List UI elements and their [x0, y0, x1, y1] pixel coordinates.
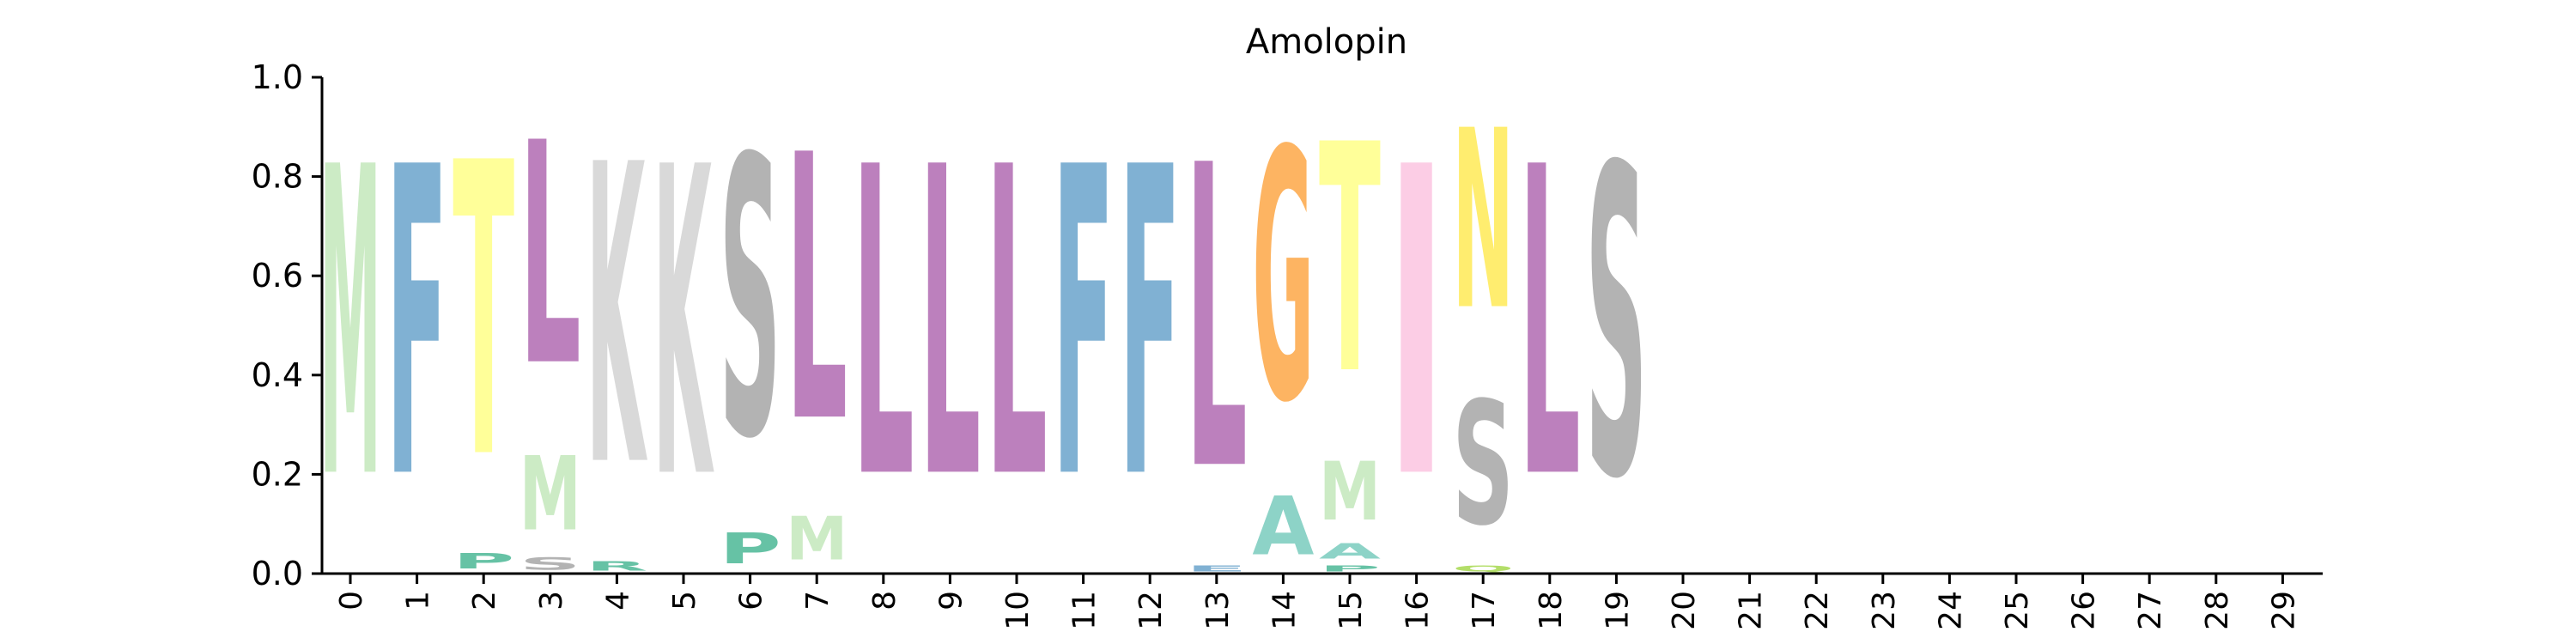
logo-letter: S [519, 554, 581, 574]
logo-letter: P [720, 525, 781, 574]
y-tick-label: 0.0 [252, 555, 303, 592]
x-tick-label: 22 [1800, 591, 1835, 630]
logo-letter: S [720, 78, 781, 522]
logo-letter: T [1319, 79, 1382, 444]
y-tick-label: 0.8 [252, 158, 303, 196]
x-tick-label: 15 [1334, 591, 1369, 630]
logo-letter: Q [1452, 564, 1514, 574]
x-tick-label: 17 [1467, 591, 1502, 630]
x-tick-label: 24 [1933, 591, 1968, 630]
x-tick-label: 2 [467, 591, 502, 611]
x-tick-label: 29 [2266, 591, 2301, 630]
x-tick-label: 21 [1734, 591, 1769, 630]
logo-letter: T [453, 79, 515, 548]
y-tick-label: 0.2 [252, 455, 303, 493]
x-tick-label: 18 [1534, 591, 1569, 630]
x-tick-label: 19 [1600, 591, 1635, 630]
axes: 0.00.20.40.60.81.00 1 2 3 4 5 6 7 8 9 10 11 12 13 14 15… [252, 58, 2323, 630]
logo-letter: L [1186, 78, 1248, 562]
logo-letter: L [1519, 77, 1581, 572]
x-tick-label: 9 [933, 591, 969, 611]
logo-letter: N [1452, 78, 1514, 364]
x-tick-label: 26 [2067, 591, 2102, 630]
x-tick-label: 28 [2200, 591, 2235, 630]
logo-letter: S [1585, 79, 1647, 573]
logo-letter: A [1319, 539, 1381, 564]
x-tick-label: 10 [1000, 591, 1036, 630]
x-tick-label: 6 [734, 591, 769, 611]
chart-title: Amolopin [1246, 22, 1407, 62]
logo-letter: K [653, 79, 714, 573]
logo-letter: P [1319, 564, 1381, 574]
x-tick-label: 3 [534, 591, 569, 611]
x-tick-label: 20 [1667, 591, 1702, 630]
x-tick-label: 0 [334, 591, 369, 611]
logo-letter: M [786, 504, 848, 574]
x-tick-label: 1 [401, 591, 436, 611]
logo-letter: G [1252, 79, 1314, 479]
logo-letter: A [1252, 480, 1314, 574]
x-tick-label: 12 [1133, 591, 1169, 630]
x-tick-label: 7 [800, 591, 835, 611]
x-tick-label: 4 [600, 591, 635, 611]
x-tick-label: 14 [1267, 591, 1302, 630]
logo-letter: I [1386, 79, 1448, 572]
x-tick-label: 25 [2000, 591, 2035, 630]
x-tick-label: 11 [1067, 591, 1103, 630]
y-tick-label: 0.6 [252, 257, 303, 295]
logo-letter: L [519, 79, 581, 434]
logo-letter: M [1319, 445, 1381, 539]
logo-letter: F [1119, 79, 1181, 573]
x-tick-label: 23 [1867, 591, 1902, 630]
logo-letter: F [386, 79, 448, 573]
x-tick-label: 16 [1400, 591, 1436, 630]
logo-letter: R [586, 559, 647, 574]
logo-letter: M [319, 79, 381, 573]
logo-letter: L [786, 78, 848, 503]
logo-letter: S [1452, 366, 1514, 563]
y-tick-label: 1.0 [252, 58, 303, 96]
logo-letter: L [853, 77, 914, 572]
logo-letter: P [453, 549, 514, 574]
logo-letter: K [586, 79, 647, 558]
y-tick-label: 0.4 [252, 356, 303, 394]
logo-letter: L [986, 77, 1048, 572]
x-tick-label: 27 [2133, 591, 2168, 630]
x-tick-label: 13 [1200, 591, 1236, 630]
logo-letter: F [1053, 79, 1115, 573]
x-tick-label: 8 [867, 591, 902, 611]
logo-letter: L [919, 77, 981, 572]
logo-letter: M [519, 436, 581, 555]
x-tick-label: 5 [667, 591, 702, 611]
logo-letter: E [1186, 564, 1248, 574]
